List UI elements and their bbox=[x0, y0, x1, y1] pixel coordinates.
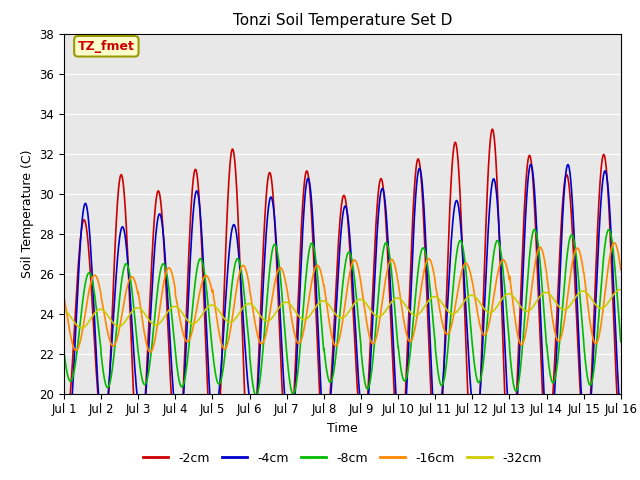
-2cm bbox=[216, 420, 223, 426]
-2cm bbox=[617, 444, 625, 450]
-4cm bbox=[504, 406, 512, 412]
-32cm bbox=[359, 297, 367, 303]
-32cm bbox=[584, 290, 591, 296]
Y-axis label: Soil Temperature (C): Soil Temperature (C) bbox=[20, 149, 34, 278]
-8cm bbox=[60, 349, 68, 355]
-2cm bbox=[505, 469, 513, 475]
-8cm bbox=[617, 339, 625, 345]
-16cm bbox=[216, 332, 223, 338]
-8cm bbox=[584, 375, 591, 381]
-4cm bbox=[568, 195, 576, 201]
-8cm bbox=[531, 227, 538, 232]
-2cm bbox=[60, 420, 68, 426]
-16cm bbox=[617, 267, 625, 273]
-4cm bbox=[584, 431, 591, 437]
-32cm bbox=[617, 287, 625, 293]
X-axis label: Time: Time bbox=[327, 422, 358, 435]
-4cm bbox=[397, 450, 404, 456]
-2cm bbox=[358, 443, 366, 448]
-32cm bbox=[568, 300, 575, 306]
-16cm bbox=[60, 294, 68, 300]
-2cm bbox=[584, 438, 591, 444]
-16cm bbox=[147, 349, 154, 355]
Line: -2cm: -2cm bbox=[64, 129, 621, 480]
-8cm bbox=[359, 363, 367, 369]
-8cm bbox=[504, 328, 512, 334]
-2cm bbox=[371, 249, 378, 254]
-16cm bbox=[504, 271, 512, 277]
Line: -4cm: -4cm bbox=[64, 164, 621, 453]
-8cm bbox=[252, 393, 260, 398]
-16cm bbox=[568, 263, 575, 269]
-8cm bbox=[371, 337, 379, 343]
-16cm bbox=[611, 240, 618, 246]
-2cm bbox=[488, 126, 496, 132]
-32cm bbox=[504, 291, 512, 297]
-32cm bbox=[616, 287, 624, 292]
-8cm bbox=[568, 232, 576, 238]
-32cm bbox=[216, 309, 223, 314]
Line: -16cm: -16cm bbox=[64, 243, 621, 352]
-4cm bbox=[216, 387, 223, 393]
-16cm bbox=[359, 292, 367, 298]
-4cm bbox=[371, 278, 378, 284]
-8cm bbox=[216, 381, 223, 387]
Line: -32cm: -32cm bbox=[64, 289, 621, 328]
-16cm bbox=[371, 339, 379, 345]
Line: -8cm: -8cm bbox=[64, 229, 621, 396]
-32cm bbox=[60, 308, 68, 313]
-2cm bbox=[568, 223, 576, 229]
Text: TZ_fmet: TZ_fmet bbox=[78, 40, 135, 53]
Legend: -2cm, -4cm, -8cm, -16cm, -32cm: -2cm, -4cm, -8cm, -16cm, -32cm bbox=[138, 447, 547, 469]
-4cm bbox=[617, 418, 625, 423]
-32cm bbox=[77, 325, 85, 331]
-32cm bbox=[371, 312, 379, 318]
-16cm bbox=[584, 298, 591, 303]
-4cm bbox=[60, 427, 68, 433]
Title: Tonzi Soil Temperature Set D: Tonzi Soil Temperature Set D bbox=[233, 13, 452, 28]
-4cm bbox=[358, 430, 366, 435]
-4cm bbox=[527, 161, 534, 167]
